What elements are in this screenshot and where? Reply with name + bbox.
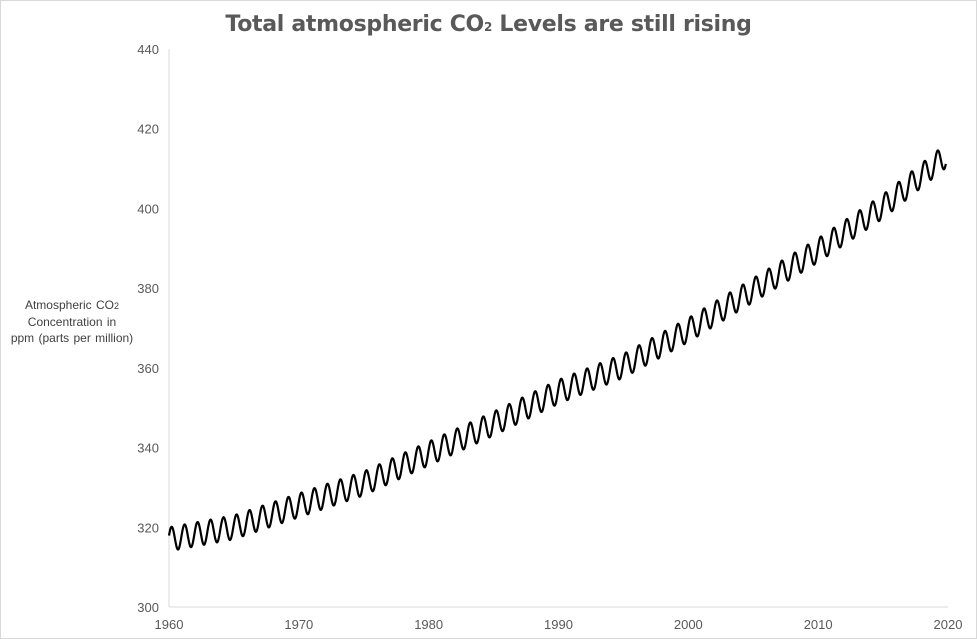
x-tick-label: 1960 [155,617,184,632]
axes [168,49,948,608]
x-tick-label: 1970 [284,617,313,632]
y-tick-label: 440 [137,42,159,57]
y-tick-label: 360 [137,361,159,376]
y-tick-label: 400 [137,201,159,216]
y-tick-label: 380 [137,281,159,296]
y-tick-labels: 300 320 340 360 380 400 420 440 [137,42,159,615]
x-tick-label: 2000 [674,617,703,632]
y-tick-label: 340 [137,441,159,456]
y-axis-label: Atmospheric CO2 Concentration in ppm (pa… [10,298,134,345]
x-tick-label: 1990 [544,617,573,632]
co2-series-line [167,149,947,551]
x-tick-label: 2010 [804,617,833,632]
x-tick-label: 1980 [414,617,443,632]
y-tick-label: 320 [137,520,159,535]
chart-title: Total atmospheric CO2 Levels are still r… [225,12,752,37]
x-tick-labels: 1960 1970 1980 1990 2000 2010 2020 [155,617,963,632]
x-tick-label: 2020 [934,617,963,632]
y-tick-label: 420 [137,122,159,137]
y-tick-label: 300 [137,600,159,615]
